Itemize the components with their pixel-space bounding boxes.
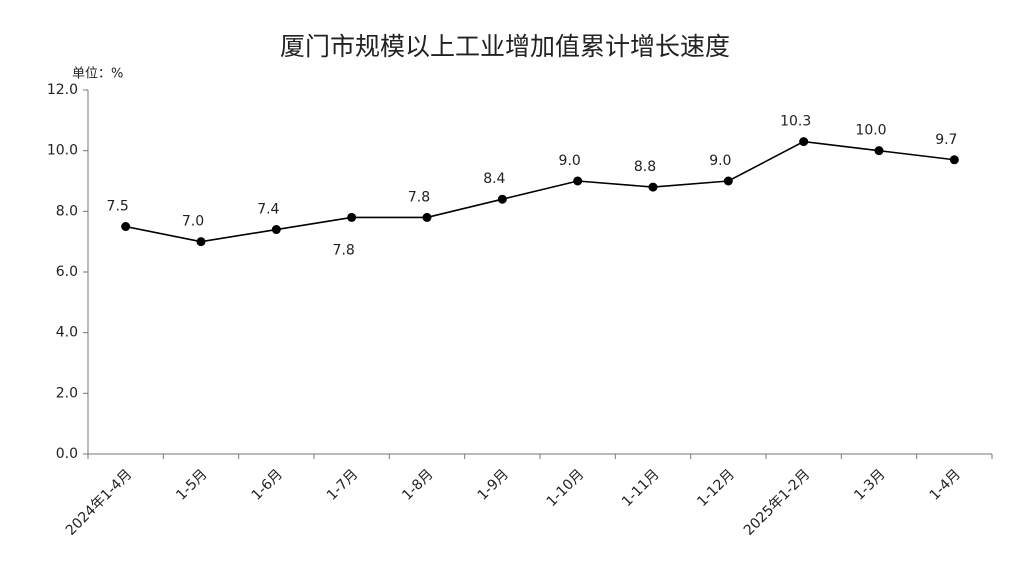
y-tick-label: 8.0: [56, 203, 78, 219]
line: [125, 140, 955, 243]
point: [949, 155, 959, 165]
y-tick-label: 12.0: [47, 82, 78, 98]
data-label: 8.8: [634, 159, 656, 175]
point: [271, 225, 281, 235]
data-label: 7.8: [408, 189, 430, 205]
data-label: 9.0: [559, 153, 581, 169]
point: [347, 212, 357, 222]
point: [497, 194, 507, 204]
data-label: 7.0: [182, 214, 204, 230]
data-label: 10.3: [780, 114, 811, 130]
y-tick-label: 10.0: [47, 143, 78, 159]
point: [196, 237, 206, 247]
data-label: 7.5: [107, 199, 129, 215]
data-label: 10.0: [855, 123, 886, 139]
point: [121, 222, 131, 231]
point: [573, 176, 583, 186]
data-label: 9.0: [709, 153, 731, 169]
y-tick-label: 4.0: [56, 325, 78, 341]
data-label: 7.4: [257, 202, 279, 218]
y-unit: 单位：%: [72, 67, 123, 82]
data-label: 7.8: [333, 242, 355, 258]
data-label: 9.7: [935, 132, 957, 148]
point: [422, 212, 432, 222]
chart-title: 厦门市规模以上工业增加值累计增长速度: [280, 32, 730, 61]
y-tick-label: 2.0: [56, 385, 78, 401]
point: [723, 176, 733, 186]
data-label: 8.4: [483, 171, 505, 187]
point: [874, 146, 884, 156]
y-tick-label: 0.0: [56, 446, 78, 462]
y-tick-label: 6.0: [56, 264, 78, 280]
point: [799, 137, 809, 147]
point: [648, 182, 658, 192]
